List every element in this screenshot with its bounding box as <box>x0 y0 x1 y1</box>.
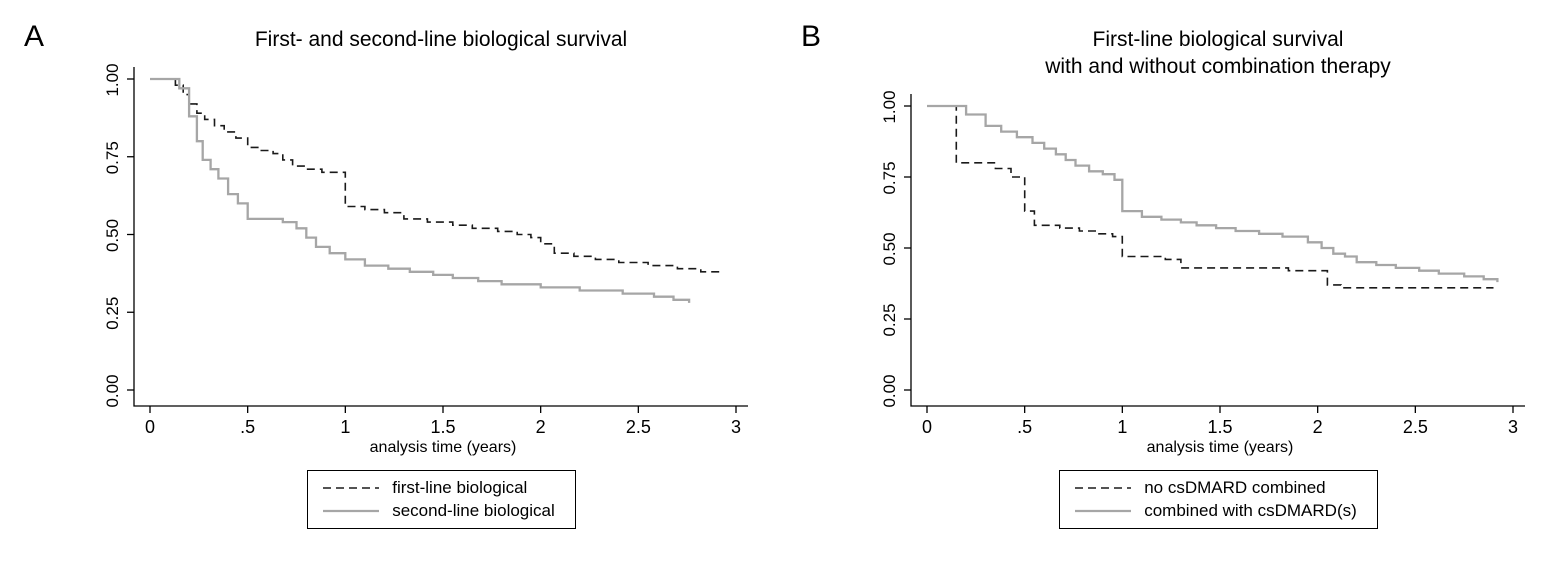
x-tick-label: 1 <box>1117 417 1127 437</box>
y-tick-label: 0.50 <box>103 219 122 252</box>
y-tick-label: 0.75 <box>103 141 122 174</box>
legend-line-sample <box>323 509 380 513</box>
x-tick-label: .5 <box>1017 417 1032 437</box>
legend-row: no csDMARD combined <box>1074 478 1357 498</box>
panel-b-survival-chart: First-line biological survival with and w… <box>880 28 1525 456</box>
legend-line-sample <box>1075 487 1132 489</box>
legend-box: first-line biological second-line biologi… <box>307 470 576 529</box>
x-tick-label: 2.5 <box>1403 417 1428 437</box>
x-tick-label: 1.5 <box>1207 417 1232 437</box>
y-tick-label: 1.00 <box>880 90 899 123</box>
survival-curve-dashed <box>927 105 1494 289</box>
y-tick-label: 0.00 <box>880 374 899 407</box>
x-tick-label: 0 <box>145 417 155 437</box>
x-tick-label: 1.5 <box>430 417 455 437</box>
panel-b-letter: B <box>801 20 822 53</box>
panel-a-survival-chart: First- and second-line biological surviv… <box>103 28 748 456</box>
legend-label: combined with csDMARD(s) <box>1144 501 1357 520</box>
y-tick-label: 0.50 <box>880 232 899 265</box>
axes-lines <box>133 67 748 407</box>
legend-box: no csDMARD combined combined with csDMARD… <box>1059 470 1378 529</box>
x-tick-label: 3 <box>731 417 741 437</box>
legend-line-sample <box>323 487 380 489</box>
x-tick-label: 1 <box>340 417 350 437</box>
y-tick-label: 0.25 <box>103 297 122 330</box>
legend-label: first-line biological <box>392 478 528 497</box>
x-axis-title: analysis time (years) <box>370 439 517 456</box>
survival-curve-dashed <box>150 78 722 275</box>
legend-row: first-line biological <box>322 478 555 498</box>
legend-row: combined with csDMARD(s) <box>1074 501 1357 521</box>
y-tick-label: 0.25 <box>880 303 899 336</box>
x-tick-label: 2 <box>536 417 546 437</box>
y-tick-label: 0.00 <box>103 374 122 407</box>
x-tick-label: .5 <box>240 417 255 437</box>
survival-curve-solid <box>150 77 691 303</box>
y-tick-label: 0.75 <box>880 161 899 194</box>
x-tick-label: 0 <box>922 417 932 437</box>
legend-row: second-line biological <box>322 501 555 521</box>
x-tick-label: 2 <box>1313 417 1323 437</box>
chart-title-line: First-line biological survival <box>1093 28 1344 51</box>
x-axis-title: analysis time (years) <box>1147 439 1294 456</box>
legend-label: second-line biological <box>392 501 555 520</box>
axes-lines <box>910 94 1525 407</box>
y-tick-label: 1.00 <box>103 63 122 96</box>
chart-title-line: First- and second-line biological surviv… <box>255 28 627 51</box>
legend-label: no csDMARD combined <box>1144 478 1326 497</box>
x-tick-label: 2.5 <box>626 417 651 437</box>
panel-a: A First- and second-line biological surv… <box>0 0 777 567</box>
x-tick-label: 3 <box>1508 417 1518 437</box>
panel-a-letter: A <box>24 20 45 53</box>
survival-curve-solid <box>927 104 1499 283</box>
panel-a-legend: first-line biological second-line biologi… <box>22 470 767 529</box>
panel-b: B First-line biological survival with and… <box>777 0 1554 567</box>
chart-title-line: with and without combination therapy <box>1044 55 1391 78</box>
legend-line-sample <box>1075 509 1132 513</box>
panel-b-legend: no csDMARD combined combined with csDMARD… <box>799 470 1544 529</box>
